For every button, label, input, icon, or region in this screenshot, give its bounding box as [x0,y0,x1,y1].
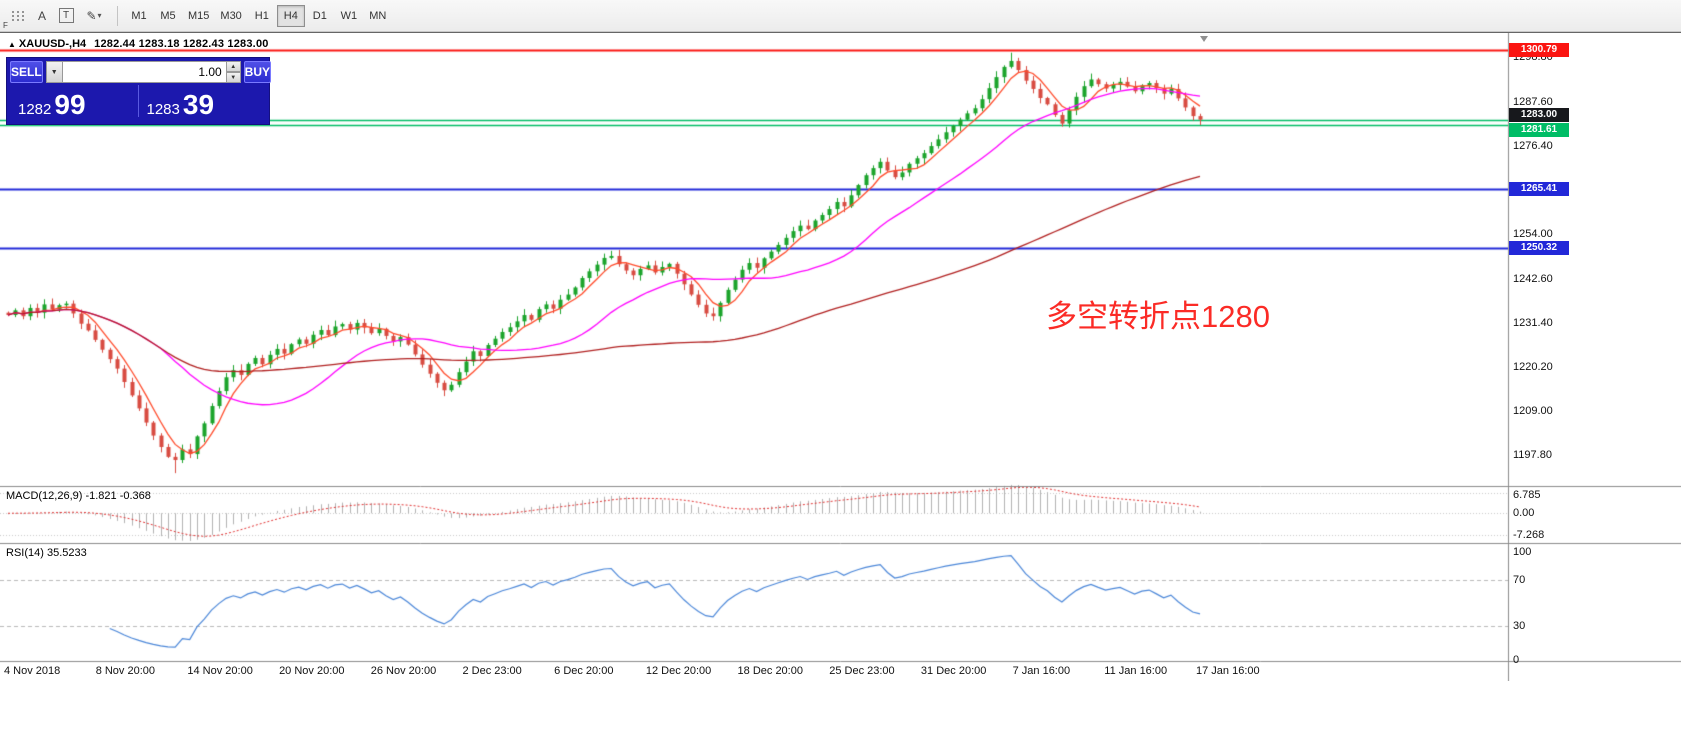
toolbar-f-badge: F [3,21,8,30]
ohlc-values: 1282.44 1283.18 1282.43 1283.00 [94,38,269,50]
timeframe-button-m30[interactable]: M30 [215,5,246,27]
sell-button[interactable]: SELL [10,61,43,83]
chevron-down-icon: ▾ [97,11,102,20]
lot-decrease-button[interactable]: ▼ [226,72,241,83]
text-label-tool-button[interactable]: A [30,5,54,27]
chart-area: ▲ XAUUSD-,H4 1282.44 1283.18 1282.43 1283.… [0,32,1681,681]
lot-size-control: ▼ ▲ ▼ [45,61,241,83]
price-divider [137,85,139,117]
time-axis-label: 6 Dec 20:00 [554,665,614,677]
text-box-icon: T [58,8,74,23]
timeframe-button-w1[interactable]: W1 [335,5,363,27]
timeframe-button-m1[interactable]: M1 [125,5,153,27]
chart-arrow-icon: ▲ [8,40,16,49]
ask-price-small: 1283 [146,101,180,118]
text-label-icon: A [37,8,46,23]
lot-dropdown-button[interactable]: ▼ [45,61,63,83]
price-chart-canvas[interactable] [0,33,1681,681]
toolbar-grip-button[interactable] [6,5,30,27]
ask-price-big: 39 [182,89,215,120]
macd-indicator-label: MACD(12,26,9) -1.821 -0.368 [6,490,151,502]
timeframe-button-h4[interactable]: H4 [276,4,305,27]
drawing-styles-button[interactable]: ✎ ▾ [78,5,110,27]
toolbar: F A T ✎ ▾ M1 M5 M15 M30 H1 H4 D1 W1 MN [0,0,1681,32]
timeframe-group: M1 M5 M15 M30 H1 H4 D1 W1 MN [125,4,392,27]
time-axis-label: 12 Dec 20:00 [645,665,712,677]
bid-price: 1282 99 [12,91,136,119]
time-axis-label: 7 Jan 16:00 [1012,665,1071,677]
chart-annotation-text: 多空转折点1280 [1046,299,1270,334]
time-axis-label: 4 Nov 2018 [4,665,61,677]
time-axis-label: 11 Jan 16:00 [1104,665,1168,677]
lot-size-input[interactable] [62,61,227,83]
timeframe-button-mn[interactable]: MN [364,5,392,27]
time-axis-label: 8 Nov 20:00 [95,665,156,677]
buy-button[interactable]: BUY [243,61,272,83]
bid-price-big: 99 [54,89,86,120]
one-click-trading-panel: SELL ▼ ▲ ▼ BUY 1282 99 1283 [6,57,272,125]
pencil-icon: ✎ [86,8,97,23]
rsi-indicator-label: RSI(14) 35.5233 [6,547,87,559]
time-axis-label: 18 Dec 20:00 [737,665,803,677]
toolbar-separator [117,5,118,26]
text-box-tool-button[interactable]: T [54,5,78,27]
timeframe-button-d1[interactable]: D1 [306,5,334,27]
grip-dots-icon [12,10,24,21]
time-axis[interactable]: 4 Nov 2018 8 Nov 20:00 14 Nov 20:00 20 Nov … [0,663,1508,681]
ask-price: 1283 39 [141,91,265,119]
time-axis-label: 26 Nov 20:00 [370,665,437,677]
time-axis-label: 20 Nov 20:00 [279,665,345,677]
time-axis-label: 2 Dec 23:00 [462,665,522,677]
lot-increase-button[interactable]: ▲ [226,61,241,72]
chart-title: ▲ XAUUSD-,H4 1282.44 1283.18 1282.43 1283.… [8,38,269,50]
chevron-down-icon: ▼ [50,68,58,76]
time-axis-label: 17 Jan 16:00 [1196,665,1260,677]
chart-shift-marker-icon[interactable] [1200,36,1208,42]
timeframe-button-h1[interactable]: H1 [248,5,276,27]
timeframe-button-m5[interactable]: M5 [154,5,182,27]
bid-price-small: 1282 [18,101,52,118]
timeframe-button-m15[interactable]: M15 [183,5,214,27]
time-axis-label: 14 Nov 20:00 [187,665,253,677]
time-axis-label: 25 Dec 23:00 [829,665,895,677]
symbol-name: XAUUSD-,H4 [18,38,87,50]
time-axis-label: 31 Dec 20:00 [920,665,987,677]
